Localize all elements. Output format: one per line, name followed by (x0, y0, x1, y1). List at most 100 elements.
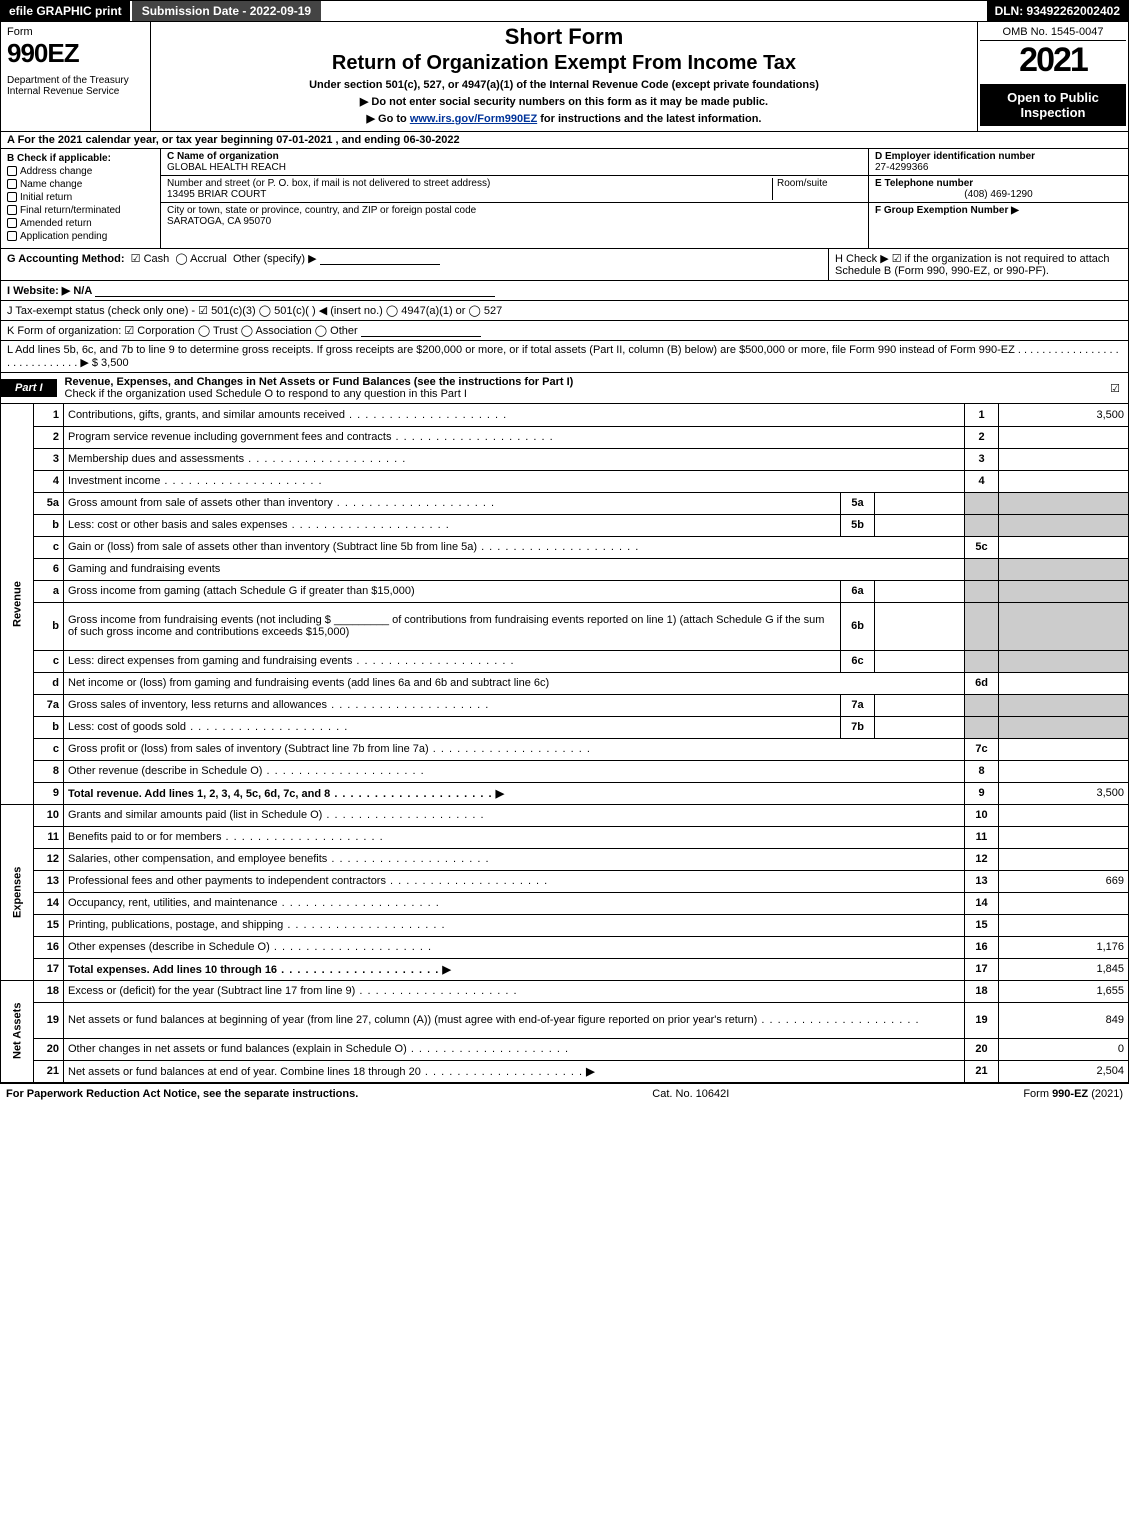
short-form-title: Short Form (159, 24, 969, 50)
header-center: Short Form Return of Organization Exempt… (151, 22, 978, 131)
phone: (408) 469-1290 (875, 189, 1122, 200)
g-cash: Cash (144, 253, 170, 265)
part-1-label: Part I (1, 379, 57, 397)
line-14: 14 Occupancy, rent, utilities, and maint… (1, 892, 1129, 914)
header-left: Form 990EZ Department of the Treasury In… (1, 22, 151, 131)
line-3: 3 Membership dues and assessments 3 (1, 448, 1129, 470)
line-11: 11 Benefits paid to or for members 11 (1, 826, 1129, 848)
website: I Website: ▶ N/A (7, 285, 92, 297)
section-g: G Accounting Method: ☑ Cash ◯ Accrual Ot… (1, 249, 828, 280)
footer-left: For Paperwork Reduction Act Notice, see … (6, 1088, 358, 1100)
section-b: B Check if applicable: Address change Na… (1, 149, 161, 248)
line-7b: b Less: cost of goods sold 7b (1, 716, 1129, 738)
g-h-row: G Accounting Method: ☑ Cash ◯ Accrual Ot… (0, 249, 1129, 281)
section-h: H Check ▶ ☑ if the organization is not r… (828, 249, 1128, 280)
line-10: Expenses 10 Grants and similar amounts p… (1, 804, 1129, 826)
section-b-label: B Check if applicable: (7, 153, 154, 164)
part-1-title: Revenue, Expenses, and Changes in Net As… (57, 373, 1103, 403)
top-bar: efile GRAPHIC print Submission Date - 20… (0, 0, 1129, 22)
part-1-table: Revenue 1 Contributions, gifts, grants, … (0, 404, 1129, 1083)
group-exemption-label: F Group Exemption Number ▶ (875, 205, 1019, 216)
ein: 27-4299366 (875, 162, 928, 173)
instruction-1: ▶ Do not enter social security numbers o… (159, 95, 969, 108)
tax-year: 2021 (980, 41, 1126, 80)
instr2-pre: ▶ Go to (367, 113, 410, 125)
footer-center: Cat. No. 10642I (652, 1088, 729, 1100)
line-21: 21 Net assets or fund balances at end of… (1, 1060, 1129, 1082)
submission-date: Submission Date - 2022-09-19 (130, 1, 323, 21)
line-1: Revenue 1 Contributions, gifts, grants, … (1, 404, 1129, 426)
check-final-return[interactable]: Final return/terminated (7, 205, 154, 216)
revenue-label: Revenue (1, 404, 34, 804)
line-15: 15 Printing, publications, postage, and … (1, 914, 1129, 936)
ein-label: D Employer identification number (875, 151, 1035, 162)
line-4: 4 Investment income 4 (1, 470, 1129, 492)
check-name-change[interactable]: Name change (7, 179, 154, 190)
section-k: K Form of organization: ☑ Corporation ◯ … (0, 321, 1129, 341)
section-i: I Website: ▶ N/A (0, 281, 1129, 301)
org-name-label: C Name of organization (167, 151, 279, 162)
check-amended-return[interactable]: Amended return (7, 218, 154, 229)
g-other: Other (specify) ▶ (233, 253, 317, 265)
check-initial-return[interactable]: Initial return (7, 192, 154, 203)
check-address-change[interactable]: Address change (7, 166, 154, 177)
section-a-text: A For the 2021 calendar year, or tax yea… (7, 134, 460, 146)
line-8: 8 Other revenue (describe in Schedule O)… (1, 760, 1129, 782)
form-number: 990EZ (7, 38, 144, 69)
irs-link[interactable]: www.irs.gov/Form990EZ (410, 113, 537, 125)
line-20: 20 Other changes in net assets or fund b… (1, 1038, 1129, 1060)
line-9: 9 Total revenue. Add lines 1, 2, 3, 4, 5… (1, 782, 1129, 804)
line-17: 17 Total expenses. Add lines 10 through … (1, 958, 1129, 980)
efile-label[interactable]: efile GRAPHIC print (1, 1, 130, 21)
phone-label: E Telephone number (875, 178, 973, 189)
line-7c: c Gross profit or (loss) from sales of i… (1, 738, 1129, 760)
line-5c: c Gain or (loss) from sale of assets oth… (1, 536, 1129, 558)
net-assets-label: Net Assets (1, 980, 34, 1082)
entity-block: B Check if applicable: Address change Na… (0, 149, 1129, 249)
expenses-label: Expenses (1, 804, 34, 980)
section-l: L Add lines 5b, 6c, and 7b to line 9 to … (0, 341, 1129, 373)
line-16: 16 Other expenses (describe in Schedule … (1, 936, 1129, 958)
line-5a: 5a Gross amount from sale of assets othe… (1, 492, 1129, 514)
header-right: OMB No. 1545-0047 2021 Open to Public In… (978, 22, 1128, 131)
dept-treasury: Department of the Treasury Internal Reve… (7, 75, 144, 97)
line-6d: d Net income or (loss) from gaming and f… (1, 672, 1129, 694)
room-label: Room/suite (777, 178, 828, 189)
line-6b: b Gross income from fundraising events (… (1, 602, 1129, 650)
line-2: 2 Program service revenue including gove… (1, 426, 1129, 448)
line-18: Net Assets 18 Excess or (deficit) for th… (1, 980, 1129, 1002)
form-header: Form 990EZ Department of the Treasury In… (0, 22, 1129, 132)
line-5b: b Less: cost or other basis and sales ex… (1, 514, 1129, 536)
open-to-public: Open to Public Inspection (980, 84, 1126, 126)
city-label: City or town, state or province, country… (167, 205, 476, 216)
return-title: Return of Organization Exempt From Incom… (159, 52, 969, 75)
org-name: GLOBAL HEALTH REACH (167, 162, 286, 173)
form-label: Form (7, 26, 144, 38)
section-j: J Tax-exempt status (check only one) - ☑… (0, 301, 1129, 321)
section-c: C Name of organization GLOBAL HEALTH REA… (161, 149, 868, 248)
section-d: D Employer identification number 27-4299… (868, 149, 1128, 248)
instr2-post: for instructions and the latest informat… (537, 113, 761, 125)
line-19: 19 Net assets or fund balances at beginn… (1, 1002, 1129, 1038)
section-a: A For the 2021 calendar year, or tax yea… (0, 132, 1129, 149)
part-1-header: Part I Revenue, Expenses, and Changes in… (0, 373, 1129, 404)
line-12: 12 Salaries, other compensation, and emp… (1, 848, 1129, 870)
line-6a: a Gross income from gaming (attach Sched… (1, 580, 1129, 602)
page-footer: For Paperwork Reduction Act Notice, see … (0, 1083, 1129, 1104)
part-1-check: ☑ (1102, 379, 1128, 398)
line-6c: c Less: direct expenses from gaming and … (1, 650, 1129, 672)
instruction-2: ▶ Go to www.irs.gov/Form990EZ for instru… (159, 112, 969, 125)
footer-right: Form 990-EZ (2021) (1023, 1088, 1123, 1100)
k-text: K Form of organization: ☑ Corporation ◯ … (7, 325, 358, 337)
g-label: G Accounting Method: (7, 253, 125, 265)
line-13: 13 Professional fees and other payments … (1, 870, 1129, 892)
subtitle: Under section 501(c), 527, or 4947(a)(1)… (159, 79, 969, 91)
city: SARATOGA, CA 95070 (167, 216, 271, 227)
omb-number: OMB No. 1545-0047 (980, 24, 1126, 41)
street-label: Number and street (or P. O. box, if mail… (167, 178, 490, 189)
check-application-pending[interactable]: Application pending (7, 231, 154, 242)
g-accrual: Accrual (190, 253, 227, 265)
line-7a: 7a Gross sales of inventory, less return… (1, 694, 1129, 716)
dln: DLN: 93492262002402 (987, 1, 1128, 21)
line-6: 6 Gaming and fundraising events (1, 558, 1129, 580)
